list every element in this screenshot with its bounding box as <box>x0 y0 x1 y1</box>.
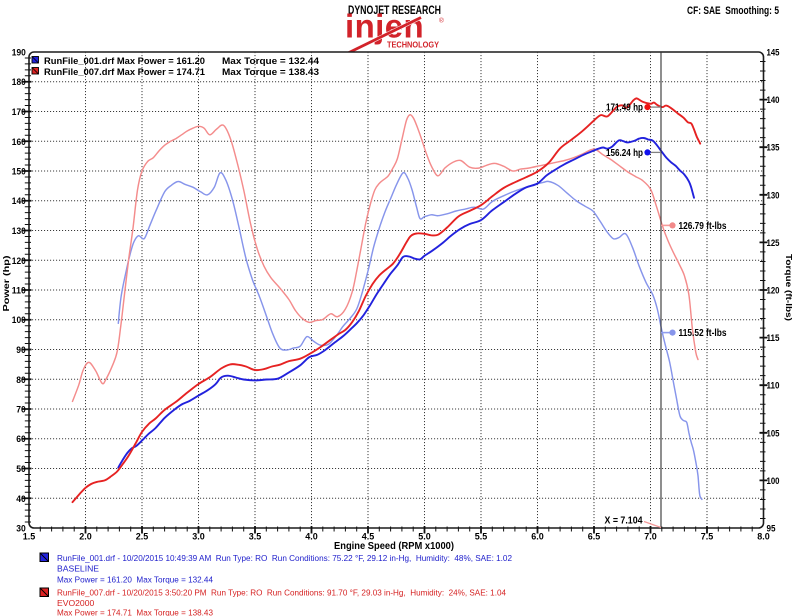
svg-text:190: 190 <box>12 48 26 58</box>
svg-text:95: 95 <box>767 524 776 534</box>
svg-text:115: 115 <box>767 333 780 343</box>
svg-text:140: 140 <box>767 95 780 105</box>
svg-text:RunFile_001.drf - 10/20/2015 1: RunFile_001.drf - 10/20/2015 10:49:39 AM… <box>57 553 512 563</box>
svg-text:RunFile_001.drf Max Power = 16: RunFile_001.drf Max Power = 161.20 <box>44 56 205 67</box>
svg-text:120: 120 <box>12 256 26 266</box>
svg-text:RunFile_007.drf - 10/20/2015 3: RunFile_007.drf - 10/20/2015 3:50:20 PM … <box>57 588 506 598</box>
svg-text:180: 180 <box>12 77 26 87</box>
svg-text:7.0: 7.0 <box>644 532 657 542</box>
svg-text:3.5: 3.5 <box>249 532 262 542</box>
svg-text:8.0: 8.0 <box>757 532 770 542</box>
svg-text:170: 170 <box>12 107 26 117</box>
svg-text:5.5: 5.5 <box>475 532 488 542</box>
svg-text:EVO2000: EVO2000 <box>57 598 94 608</box>
svg-text:Max Power = 161.20 Max Torque: Max Power = 161.20 Max Torque = 132.44 <box>57 575 213 585</box>
svg-text:5.0: 5.0 <box>418 532 431 542</box>
svg-text:171.49 hp: 171.49 hp <box>606 103 643 114</box>
svg-text:X = 7.104: X = 7.104 <box>605 516 643 527</box>
svg-text:7.5: 7.5 <box>701 532 714 542</box>
svg-text:156.24 hp: 156.24 hp <box>606 148 643 159</box>
svg-text:30: 30 <box>16 524 26 534</box>
svg-text:60: 60 <box>16 434 26 444</box>
svg-text:100: 100 <box>767 476 780 486</box>
svg-text:110: 110 <box>12 286 26 296</box>
svg-text:2.5: 2.5 <box>136 532 149 542</box>
svg-text:110: 110 <box>767 381 780 391</box>
svg-text:®: ® <box>439 17 444 25</box>
svg-text:80: 80 <box>16 375 26 385</box>
svg-text:BASELINE: BASELINE <box>57 564 99 574</box>
svg-text:TECHNOLOGY: TECHNOLOGY <box>387 40 439 50</box>
svg-text:4.5: 4.5 <box>362 532 375 542</box>
svg-text:150: 150 <box>12 167 26 177</box>
svg-text:160: 160 <box>12 137 26 147</box>
svg-text:Torque (ft-lbs): Torque (ft-lbs) <box>784 254 794 321</box>
svg-text:115.52 ft-lbs: 115.52 ft-lbs <box>679 328 727 339</box>
svg-text:injen: injen <box>345 8 424 45</box>
svg-text:130: 130 <box>767 190 780 200</box>
svg-text:2.0: 2.0 <box>79 532 92 542</box>
svg-text:Max Torque = 138.43: Max Torque = 138.43 <box>222 67 319 78</box>
svg-text:RunFile_007.drf Max Power = 17: RunFile_007.drf Max Power = 174.71 <box>44 67 206 78</box>
svg-text:70: 70 <box>16 405 26 415</box>
svg-text:140: 140 <box>12 196 26 206</box>
svg-text:Max Power = 174.71 Max Torque: Max Power = 174.71 Max Torque = 138.43 <box>57 608 213 616</box>
svg-text:Engine Speed (RPM x1000): Engine Speed (RPM x1000) <box>334 541 454 552</box>
svg-text:6.0: 6.0 <box>531 532 544 542</box>
svg-text:126.79 ft-lbs: 126.79 ft-lbs <box>679 221 727 232</box>
svg-text:Max Torque = 132.44: Max Torque = 132.44 <box>222 56 320 67</box>
svg-text:1.5: 1.5 <box>23 532 36 542</box>
svg-text:125: 125 <box>767 238 780 248</box>
svg-text:90: 90 <box>16 345 26 355</box>
svg-text:Power (hp): Power (hp) <box>1 255 11 311</box>
svg-text:4.0: 4.0 <box>305 532 318 542</box>
svg-text:130: 130 <box>12 226 26 236</box>
svg-text:3.0: 3.0 <box>192 532 205 542</box>
svg-text:40: 40 <box>16 494 26 504</box>
svg-text:120: 120 <box>767 286 780 296</box>
svg-text:DYNOJET RESEARCH: DYNOJET RESEARCH <box>348 3 441 17</box>
svg-text:145: 145 <box>767 48 780 58</box>
svg-text:100: 100 <box>12 315 26 325</box>
svg-text:105: 105 <box>767 428 780 438</box>
svg-text:CF: SAE Smoothing: 5: CF: SAE Smoothing: 5 <box>687 5 779 17</box>
svg-text:50: 50 <box>16 464 26 474</box>
svg-text:135: 135 <box>767 143 780 153</box>
svg-text:6.5: 6.5 <box>588 532 601 542</box>
